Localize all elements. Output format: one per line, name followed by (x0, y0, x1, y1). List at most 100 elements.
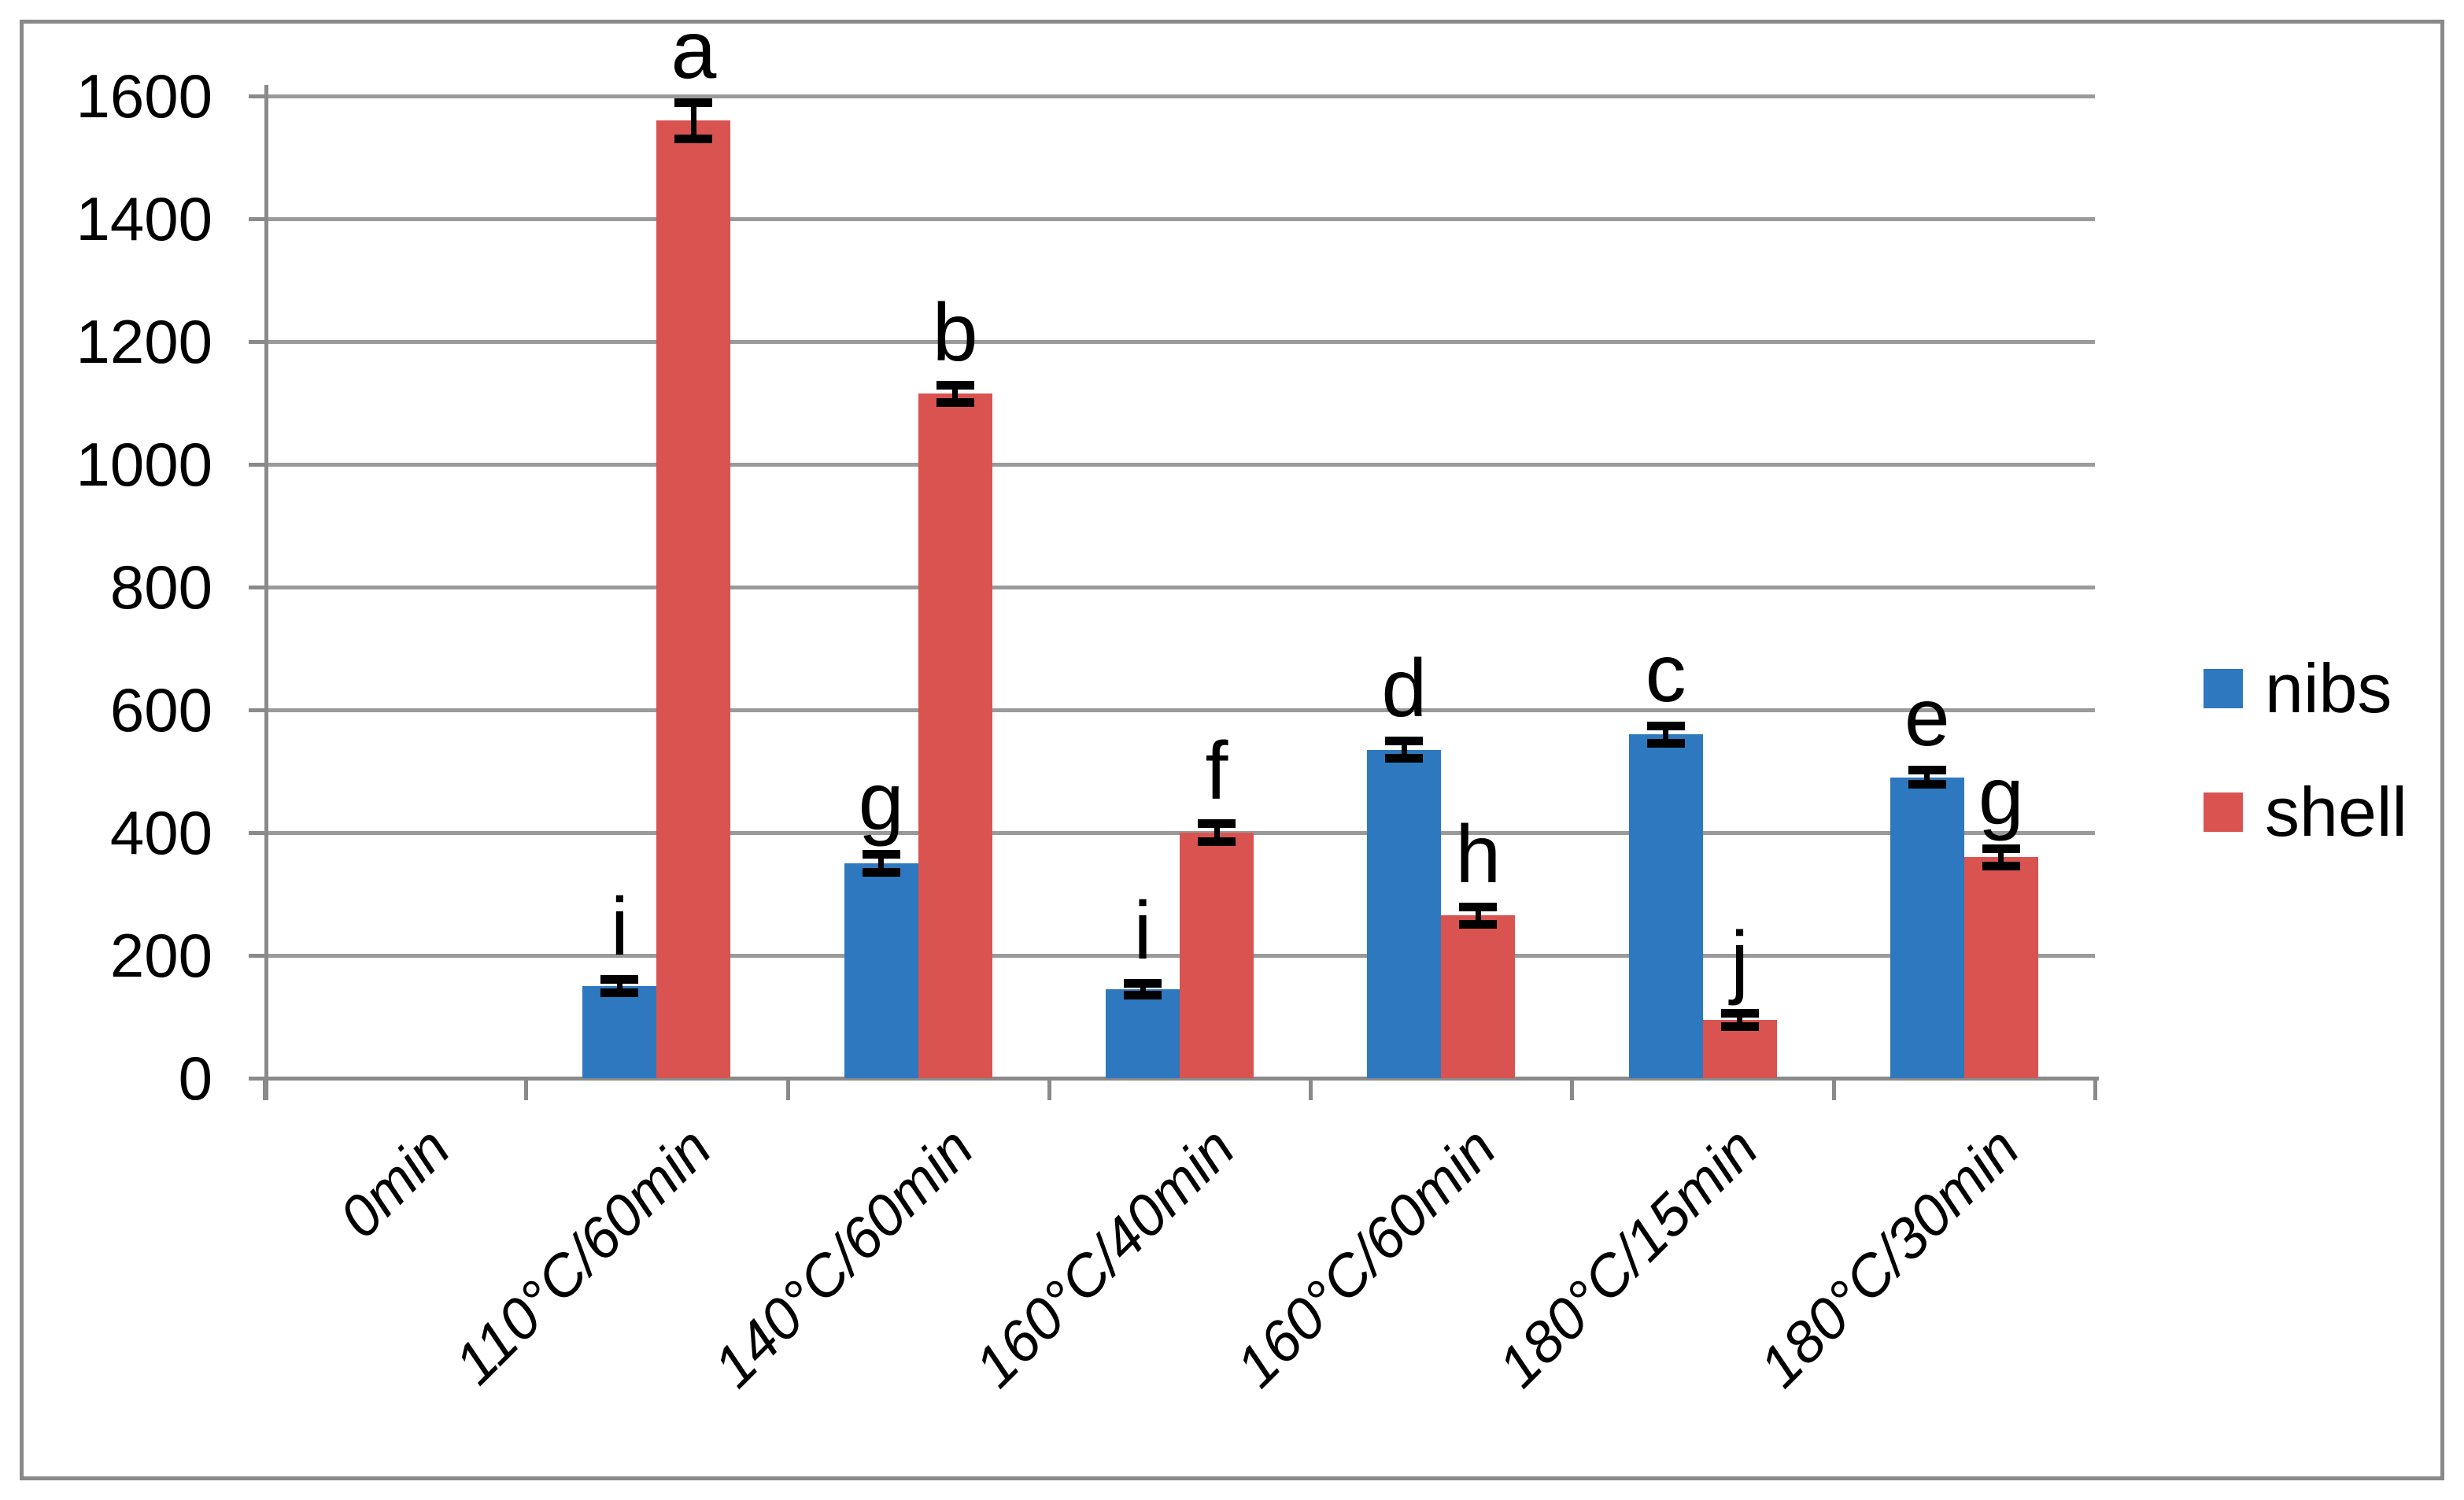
bar-shell (656, 120, 731, 1078)
bar-letter: d (1381, 643, 1428, 734)
category-tick (1831, 1078, 1836, 1100)
legend-swatch-shell (2204, 792, 2243, 832)
error-bar-whisker (1998, 848, 2004, 866)
error-bar-cap-bottom (1720, 1022, 1759, 1032)
y-axis-tick (249, 94, 264, 98)
gridline (264, 94, 2095, 98)
y-tick-label: 1400 (76, 184, 212, 253)
legend-swatch-nibs (2204, 669, 2243, 708)
bar-nibs (582, 986, 657, 1078)
y-axis-tick (249, 831, 264, 835)
gridline (264, 463, 2095, 467)
error-bar-cap-bottom (1385, 754, 1424, 763)
bar-nibs (1628, 734, 1703, 1078)
y-axis-tick (249, 1077, 264, 1081)
y-axis-tick (249, 217, 264, 221)
category-tick (524, 1078, 529, 1100)
y-axis-tick (249, 463, 264, 467)
bar-shell (918, 393, 992, 1078)
error-bar-cap-top (1646, 721, 1685, 730)
error-bar-cap-top (1982, 844, 2020, 853)
category-tick (1570, 1078, 1575, 1100)
error-bar-cap-bottom (1124, 990, 1162, 999)
error-bar-cap-top (1908, 766, 1946, 775)
bar-letter: i (1133, 885, 1152, 977)
y-axis-tick (249, 586, 264, 589)
error-bar-cap-top (862, 850, 900, 859)
legend-item-nibs: nibs (2204, 649, 2392, 727)
error-bar-whisker (1140, 983, 1146, 996)
y-tick-label: 1200 (76, 307, 212, 376)
error-bar-cap-bottom (862, 867, 900, 877)
gridline (264, 340, 2095, 344)
category-tick (2093, 1078, 2097, 1100)
bar-nibs (1106, 988, 1180, 1078)
error-bar-whisker (1214, 823, 1220, 842)
bar-letter: c (1645, 627, 1686, 719)
y-tick-label: 200 (109, 921, 212, 990)
error-bar-whisker (690, 102, 696, 139)
y-tick-label: 0 (178, 1044, 212, 1113)
x-axis-line (264, 1077, 2099, 1081)
bar-letter: e (1904, 672, 1950, 764)
bar-letter: f (1205, 726, 1228, 818)
y-axis-line (264, 85, 268, 1100)
y-axis-tick (249, 954, 264, 958)
error-bar-whisker (616, 978, 622, 994)
error-bar-cap-top (1124, 979, 1162, 988)
legend-item-shell: shell (2204, 773, 2407, 851)
bar-letter: b (932, 286, 978, 379)
error-bar-whisker (1663, 725, 1669, 744)
error-bar-cap-bottom (1198, 837, 1236, 846)
error-bar-cap-top (1198, 819, 1236, 829)
bar-letter: h (1455, 808, 1502, 900)
bar-nibs (1367, 749, 1442, 1078)
category-tick (263, 1078, 267, 1100)
error-bar-cap-bottom (1908, 780, 1946, 789)
y-tick-label: 400 (109, 798, 212, 867)
y-axis-tick (249, 340, 264, 344)
bar-letter: i (610, 881, 629, 973)
error-bar-cap-top (1385, 737, 1424, 745)
legend-label-nibs: nibs (2265, 649, 2392, 727)
category-tick (785, 1078, 790, 1100)
y-tick-label: 1600 (76, 61, 212, 131)
error-bar-cap-bottom (674, 134, 713, 143)
error-bar-cap-bottom (600, 988, 639, 998)
gridline (264, 217, 2095, 221)
error-bar-cap-bottom (936, 398, 974, 407)
y-tick-label: 600 (109, 675, 212, 744)
chart-frame (20, 20, 2444, 1480)
category-tick (1309, 1078, 1313, 1100)
error-bar-whisker (952, 384, 959, 403)
error-bar-cap-top (936, 380, 974, 390)
bar-letter: a (670, 4, 717, 96)
bar-letter: g (1978, 750, 2024, 842)
y-tick-label: 1000 (76, 430, 212, 499)
error-bar-whisker (1401, 741, 1407, 759)
bar-shell (1963, 857, 2038, 1078)
error-bar-whisker (1924, 770, 1930, 785)
category-tick (1047, 1078, 1051, 1100)
bar-shell (1180, 833, 1254, 1078)
error-bar-cap-top (600, 974, 639, 984)
error-bar-cap-top (1459, 902, 1498, 911)
y-tick-label: 800 (109, 552, 212, 622)
error-bar-cap-bottom (1459, 920, 1498, 929)
legend-label-shell: shell (2265, 773, 2407, 851)
legend: nibs shell (2204, 0, 2463, 1500)
bar-shell (1441, 915, 1516, 1078)
error-bar-cap-top (674, 98, 713, 107)
error-bar-whisker (878, 854, 885, 873)
error-bar-cap-bottom (1982, 861, 2020, 870)
error-bar-cap-top (1720, 1008, 1759, 1018)
gridline (264, 708, 2095, 712)
bar-nibs (1890, 777, 1964, 1078)
y-axis-tick (249, 708, 264, 712)
error-bar-cap-bottom (1646, 738, 1685, 748)
error-bar-whisker (1475, 906, 1481, 925)
error-bar-whisker (1737, 1012, 1743, 1028)
bar-nibs (844, 863, 918, 1078)
gridline (264, 586, 2095, 589)
